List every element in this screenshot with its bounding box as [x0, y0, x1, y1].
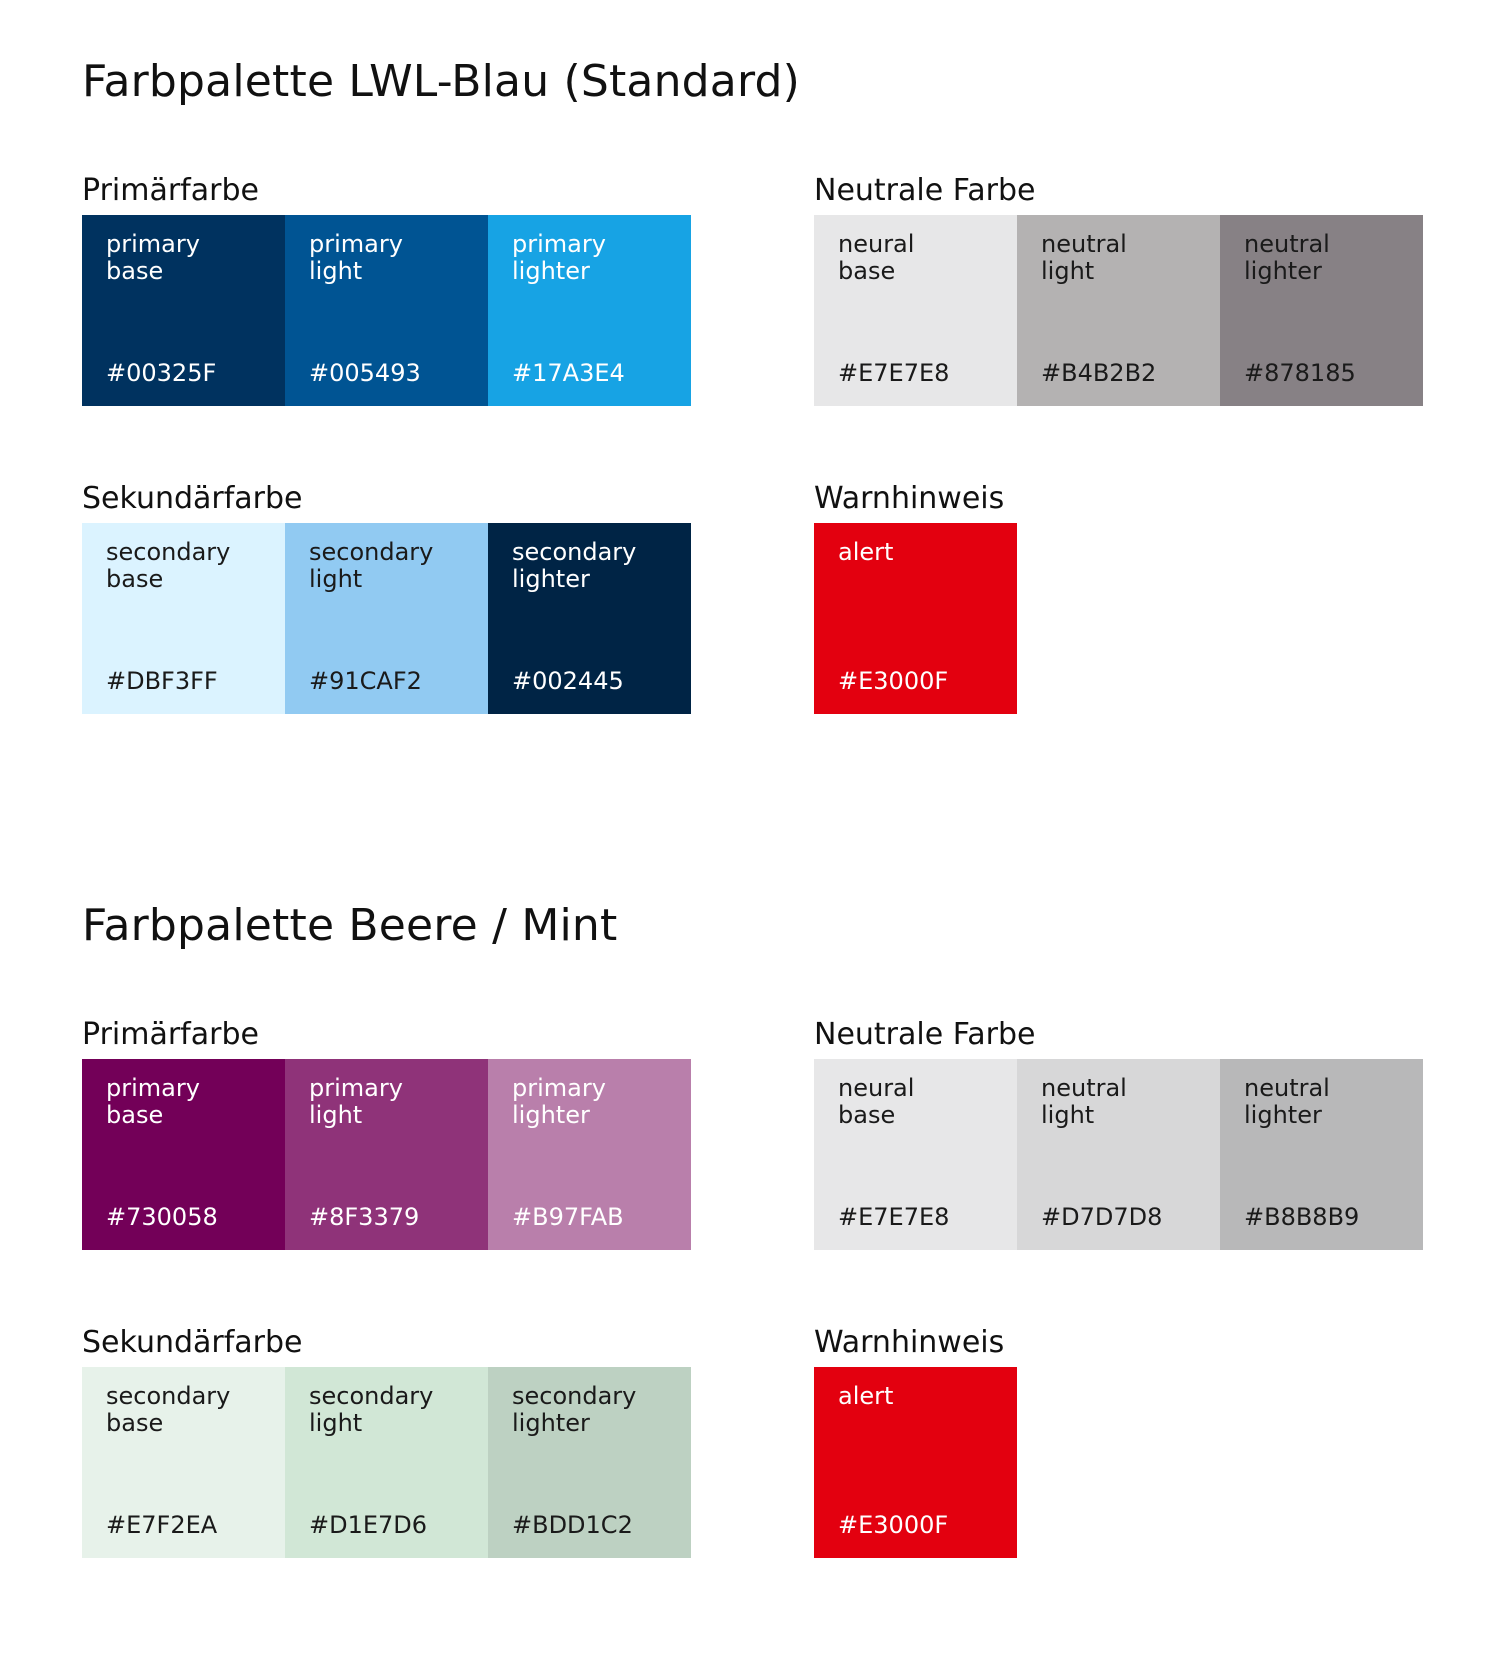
swatch-hex: #005493	[309, 359, 421, 387]
swatch-name: primary base	[106, 1074, 200, 1129]
swatch-hex: #00325F	[106, 359, 217, 387]
swatch-row: primary base #00325F primary light #0054…	[82, 215, 691, 406]
swatch-row: neural base #E7E7E8 neutral light #B4B2B…	[814, 215, 1423, 406]
swatch-name: secondary lighter	[512, 1382, 637, 1437]
swatch-name: primary lighter	[512, 1074, 606, 1129]
group-title: Neutrale Farbe	[814, 173, 1036, 208]
swatch-secondary-light: secondary light #91CAF2	[285, 523, 488, 714]
swatch-primary-light: primary light #005493	[285, 215, 488, 406]
swatch-hex: #002445	[512, 667, 624, 695]
swatch-hex: #E7E7E8	[838, 1203, 950, 1231]
swatch-hex: #E3000F	[838, 1511, 949, 1539]
swatch-primary-lighter: primary lighter #17A3E4	[488, 215, 691, 406]
swatch-primary-light: primary light #8F3379	[285, 1059, 488, 1250]
swatch-name: neural base	[838, 1074, 915, 1129]
swatch-hex: #B4B2B2	[1041, 359, 1157, 387]
palette-title: Farbpalette Beere / Mint	[82, 900, 618, 951]
swatch-row: alert #E3000F	[814, 523, 1017, 714]
swatch-hex: #E3000F	[838, 667, 949, 695]
swatch-name: primary light	[309, 230, 403, 285]
swatch-hex: #E7E7E8	[838, 359, 950, 387]
swatch-hex: #D7D7D8	[1041, 1203, 1163, 1231]
swatch-hex: #B8B8B9	[1244, 1203, 1360, 1231]
swatch-secondary-lighter: secondary lighter #002445	[488, 523, 691, 714]
swatch-name: neutral light	[1041, 230, 1127, 285]
swatch-name: secondary lighter	[512, 538, 637, 593]
swatch-secondary-base: secondary base #DBF3FF	[82, 523, 285, 714]
swatch-row: secondary base #E7F2EA secondary light #…	[82, 1367, 691, 1558]
swatch-hex: #8F3379	[309, 1203, 420, 1231]
group-title: Sekundärfarbe	[82, 1325, 303, 1360]
group-title: Primärfarbe	[82, 173, 259, 208]
swatch-neutral-base: neural base #E7E7E8	[814, 215, 1017, 406]
swatch-name: alert	[838, 1382, 894, 1410]
group-title: Sekundärfarbe	[82, 481, 303, 516]
swatch-hex: #730058	[106, 1203, 218, 1231]
swatch-neutral-base: neural base #E7E7E8	[814, 1059, 1017, 1250]
swatch-row: neural base #E7E7E8 neutral light #D7D7D…	[814, 1059, 1423, 1250]
group-title: Primärfarbe	[82, 1017, 259, 1052]
swatch-neutral-lighter: neutral lighter #878185	[1220, 215, 1423, 406]
swatch-secondary-lighter: secondary lighter #BDD1C2	[488, 1367, 691, 1558]
swatch-hex: #D1E7D6	[309, 1511, 428, 1539]
swatch-name: secondary light	[309, 538, 434, 593]
swatch-name: neutral lighter	[1244, 1074, 1330, 1129]
swatch-alert: alert #E3000F	[814, 1367, 1017, 1558]
swatch-hex: #91CAF2	[309, 667, 422, 695]
swatch-primary-base: primary base #00325F	[82, 215, 285, 406]
swatch-neutral-light: neutral light #B4B2B2	[1017, 215, 1220, 406]
swatch-row: secondary base #DBF3FF secondary light #…	[82, 523, 691, 714]
swatch-row: alert #E3000F	[814, 1367, 1017, 1558]
swatch-hex: #DBF3FF	[106, 667, 218, 695]
group-title: Neutrale Farbe	[814, 1017, 1036, 1052]
swatch-hex: #B97FAB	[512, 1203, 624, 1231]
swatch-name: primary base	[106, 230, 200, 285]
swatch-row: primary base #730058 primary light #8F33…	[82, 1059, 691, 1250]
swatch-name: neural base	[838, 230, 915, 285]
swatch-hex: #17A3E4	[512, 359, 625, 387]
swatch-name: primary lighter	[512, 230, 606, 285]
swatch-hex: #E7F2EA	[106, 1511, 218, 1539]
palette-title: Farbpalette LWL-Blau (Standard)	[82, 56, 800, 107]
swatch-primary-base: primary base #730058	[82, 1059, 285, 1250]
swatch-primary-lighter: primary lighter #B97FAB	[488, 1059, 691, 1250]
swatch-hex: #878185	[1244, 359, 1356, 387]
swatch-name: secondary base	[106, 538, 231, 593]
swatch-alert: alert #E3000F	[814, 523, 1017, 714]
swatch-secondary-base: secondary base #E7F2EA	[82, 1367, 285, 1558]
swatch-name: neutral light	[1041, 1074, 1127, 1129]
swatch-secondary-light: secondary light #D1E7D6	[285, 1367, 488, 1558]
swatch-name: secondary base	[106, 1382, 231, 1437]
swatch-name: neutral lighter	[1244, 230, 1330, 285]
group-title: Warnhinweis	[814, 1325, 1005, 1360]
swatch-hex: #BDD1C2	[512, 1511, 633, 1539]
swatch-neutral-light: neutral light #D7D7D8	[1017, 1059, 1220, 1250]
swatch-neutral-lighter: neutral lighter #B8B8B9	[1220, 1059, 1423, 1250]
group-title: Warnhinweis	[814, 481, 1005, 516]
swatch-name: secondary light	[309, 1382, 434, 1437]
swatch-name: alert	[838, 538, 894, 566]
swatch-name: primary light	[309, 1074, 403, 1129]
